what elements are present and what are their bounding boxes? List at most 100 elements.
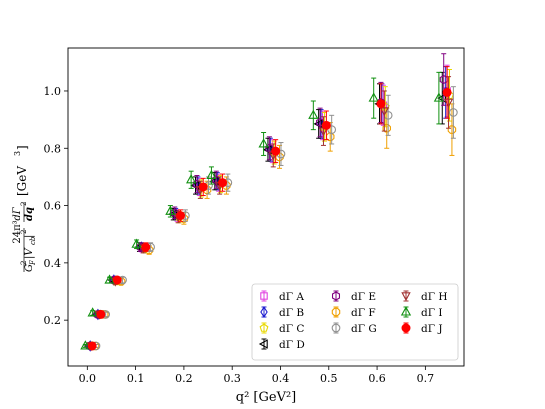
error-bar — [450, 86, 456, 139]
data-point — [87, 341, 97, 351]
legend-label: dΓ B — [279, 307, 304, 319]
y-tick-label: 0.4 — [44, 257, 62, 270]
y-label-gf-sub: F — [29, 259, 37, 266]
y-axis-label: 24π³ G F 2 |V cb | 2 dΓ dq 2 [GeV 3 ] — [12, 145, 37, 272]
data-point — [308, 109, 319, 119]
data-point — [368, 92, 379, 102]
legend-box — [251, 283, 459, 361]
legend-marker — [400, 306, 412, 316]
data-point — [186, 174, 197, 184]
data-point — [104, 274, 115, 284]
legend-marker — [331, 323, 341, 333]
data-point — [442, 87, 452, 97]
data-point — [206, 169, 217, 180]
legend-marker — [401, 323, 411, 333]
error-bar — [317, 107, 323, 138]
error-bar — [266, 136, 272, 161]
y-label-unit-sup: 3 — [13, 151, 22, 156]
series-i — [80, 71, 445, 350]
error-bar — [225, 173, 231, 192]
x-tick-label: 0.1 — [127, 372, 145, 385]
data-point — [379, 107, 390, 117]
error-bar — [310, 100, 316, 131]
legend-label: dΓ C — [279, 323, 304, 335]
x-tick-label: 0.2 — [175, 372, 193, 385]
error-bar — [385, 94, 391, 136]
legend-label: dΓ G — [351, 323, 377, 335]
error-bar — [278, 142, 284, 166]
data-point — [321, 120, 331, 130]
data-point — [271, 146, 281, 156]
error-bar — [436, 71, 442, 125]
y-tick-label: 0.8 — [44, 142, 62, 155]
y-label-dq: dq — [24, 207, 35, 221]
legend-marker — [258, 339, 268, 349]
data-point — [170, 208, 179, 218]
legend-label: dΓ H — [421, 291, 448, 303]
data-point — [449, 108, 458, 117]
data-point — [165, 205, 176, 215]
y-tick-label: 1.0 — [44, 85, 62, 98]
legend-label: dΓ A — [279, 291, 304, 303]
error-bar — [213, 170, 219, 189]
error-bar — [329, 114, 335, 145]
series-g — [91, 86, 458, 351]
y-label-unit: [GeV — [15, 166, 29, 196]
y-label-vcb-close: | — [24, 235, 35, 238]
data-point — [198, 182, 208, 192]
data-point — [258, 138, 269, 148]
x-tick-label: 0.4 — [272, 372, 290, 385]
series-j — [87, 66, 452, 351]
legend-label: dΓ D — [279, 339, 305, 351]
x-tick-label: 0.6 — [368, 372, 386, 385]
data-point — [141, 242, 151, 252]
legend: dΓ A dΓ B dΓ C dΓ D dΓ E dΓ F dΓ G dΓ H dΓ I dΓ J — [251, 283, 459, 361]
data-point — [96, 309, 106, 319]
data-point — [376, 99, 386, 109]
y-label-dgamma: dΓ — [12, 206, 23, 220]
data-point — [176, 211, 186, 221]
legend-label: dΓ F — [351, 307, 376, 319]
legend-label: dΓ E — [351, 291, 376, 303]
data-point — [80, 340, 91, 350]
plot-frame — [67, 47, 465, 367]
x-tick-label: 0.0 — [79, 372, 97, 385]
legend-marker — [260, 306, 268, 318]
y-label-vcb: |V — [24, 247, 35, 259]
data-point — [433, 92, 445, 102]
legend-swatch — [261, 338, 267, 350]
x-tick-label: 0.7 — [417, 372, 435, 385]
axis-ticks: 0.0 0.1 0.2 0.3 0.4 0.5 0.6 0.7 0.2 0.4 0.6 0.8 1.0 — [44, 85, 435, 385]
error-bar — [194, 174, 200, 194]
data-point — [87, 307, 98, 317]
data-point — [327, 125, 337, 134]
error-bar — [381, 90, 387, 132]
data-point — [131, 238, 142, 248]
error-bar — [371, 77, 377, 119]
y-label-numerator: 24π³ — [12, 220, 23, 243]
error-bar — [120, 276, 126, 284]
y-label-unit-close: ] — [15, 145, 29, 150]
legend-marker — [260, 292, 268, 300]
y-tick-label: 0.6 — [44, 200, 62, 213]
legend-label: dΓ I — [421, 307, 443, 319]
x-tick-label: 0.5 — [320, 372, 338, 385]
y-label-vcb-sub: cb — [29, 236, 37, 245]
legend-label: dΓ J — [421, 323, 443, 335]
data-point — [112, 275, 122, 285]
legend-marker — [401, 292, 411, 302]
error-bar — [441, 53, 447, 106]
y-tick-label: 0.2 — [44, 314, 62, 327]
error-bar — [261, 132, 267, 156]
legend-marker — [259, 323, 269, 332]
data-point — [382, 123, 391, 133]
legend-marker — [331, 291, 341, 301]
plot-area — [80, 53, 458, 352]
legend-marker — [331, 307, 341, 317]
legend-swatch — [333, 290, 339, 302]
data-point — [218, 178, 228, 188]
x-axis-label: q² [GeV²] — [236, 390, 297, 405]
y-label-gf: G — [24, 264, 35, 272]
x-tick-label: 0.3 — [223, 372, 241, 385]
